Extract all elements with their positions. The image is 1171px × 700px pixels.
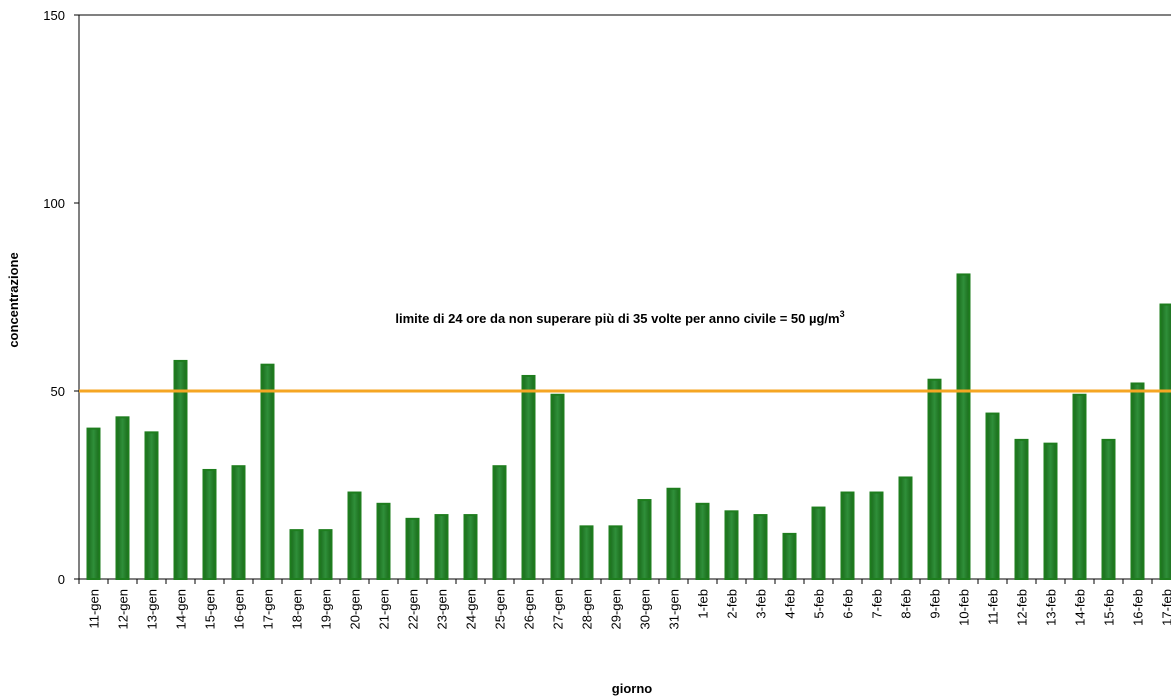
bar [927, 378, 942, 580]
y-tick-label: 50 [51, 384, 65, 399]
bar [144, 431, 159, 580]
x-tick-label: 22-gen [406, 589, 421, 629]
bar [956, 273, 971, 580]
bar [115, 416, 130, 580]
x-tick-label: 10-feb [957, 589, 972, 626]
bar [550, 393, 565, 581]
bar [869, 491, 884, 580]
bar [840, 491, 855, 580]
y-tick-label: 150 [43, 8, 65, 23]
bar [289, 529, 304, 580]
y-axis-label: concentrazione [6, 252, 21, 347]
x-tick-label: 5-feb [812, 589, 827, 619]
y-tick-label: 100 [43, 196, 65, 211]
x-tick-label: 11-gen [87, 589, 102, 629]
bar [666, 487, 681, 581]
bar [231, 465, 246, 581]
x-tick-label: 24-gen [464, 589, 479, 629]
x-tick-label: 12-gen [116, 589, 131, 629]
bar [753, 514, 768, 581]
bar [347, 491, 362, 580]
x-tick-label: 15-gen [203, 589, 218, 629]
x-tick-label: 7-feb [870, 589, 885, 619]
bar [898, 476, 913, 581]
bar [434, 514, 449, 581]
x-tick-label: 30-gen [638, 589, 653, 629]
x-tick-label: 2-feb [725, 589, 740, 619]
bar [637, 499, 652, 581]
bar [86, 427, 101, 580]
bar [260, 363, 275, 580]
x-tick-label: 9-feb [928, 589, 943, 619]
bar [811, 506, 826, 580]
bar [318, 529, 333, 580]
x-tick-label: 12-feb [1015, 589, 1030, 626]
x-tick-label: 20-gen [348, 589, 363, 629]
x-tick-label: 27-gen [551, 589, 566, 629]
bar [1130, 382, 1145, 581]
x-tick-label: 6-feb [841, 589, 856, 619]
bar [608, 525, 623, 580]
bar [782, 532, 797, 581]
x-tick-label: 19-gen [319, 589, 334, 629]
x-tick-label: 13-gen [145, 589, 160, 629]
bar [202, 468, 217, 580]
bar [1101, 438, 1116, 580]
x-tick-label: 1-feb [696, 589, 711, 619]
x-tick-label: 23-gen [435, 589, 450, 629]
bar [376, 502, 391, 580]
x-tick-label: 17-feb [1160, 589, 1171, 626]
x-tick-label: 13-feb [1044, 589, 1059, 626]
x-tick-label: 14-feb [1073, 589, 1088, 626]
bar [724, 510, 739, 581]
limit-label: limite di 24 ore da non superare più di … [395, 309, 844, 326]
bar [492, 465, 507, 581]
x-tick-label: 15-feb [1102, 589, 1117, 626]
x-tick-label: 21-gen [377, 589, 392, 629]
x-tick-label: 3-feb [754, 589, 769, 619]
bar [1159, 303, 1171, 580]
bar [695, 502, 710, 580]
bar [1014, 438, 1029, 580]
x-tick-label: 14-gen [174, 589, 189, 629]
x-tick-label: 26-gen [522, 589, 537, 629]
x-tick-label: 18-gen [290, 589, 305, 629]
x-tick-label: 4-feb [783, 589, 798, 619]
bar [985, 412, 1000, 580]
x-tick-label: 28-gen [580, 589, 595, 629]
x-tick-label: 11-feb [986, 589, 1001, 625]
bar [173, 359, 188, 581]
bar [579, 525, 594, 580]
x-tick-label: 17-gen [261, 589, 276, 629]
bar [1072, 393, 1087, 581]
limit-label-sup: 3 [840, 309, 845, 319]
bar [521, 374, 536, 580]
y-tick-label: 0 [58, 572, 65, 587]
bar [405, 517, 420, 581]
x-tick-label: 8-feb [899, 589, 914, 619]
bar [1043, 442, 1058, 581]
x-tick-label: 16-feb [1131, 589, 1146, 626]
x-tick-label: 16-gen [232, 589, 247, 629]
x-axis-label: giorno [612, 681, 652, 696]
x-tick-label: 31-gen [667, 589, 682, 629]
x-tick-label: 29-gen [609, 589, 624, 629]
x-tick-label: 25-gen [493, 589, 508, 629]
limit-label-text: limite di 24 ore da non superare più di … [395, 311, 839, 326]
bar [463, 514, 478, 581]
